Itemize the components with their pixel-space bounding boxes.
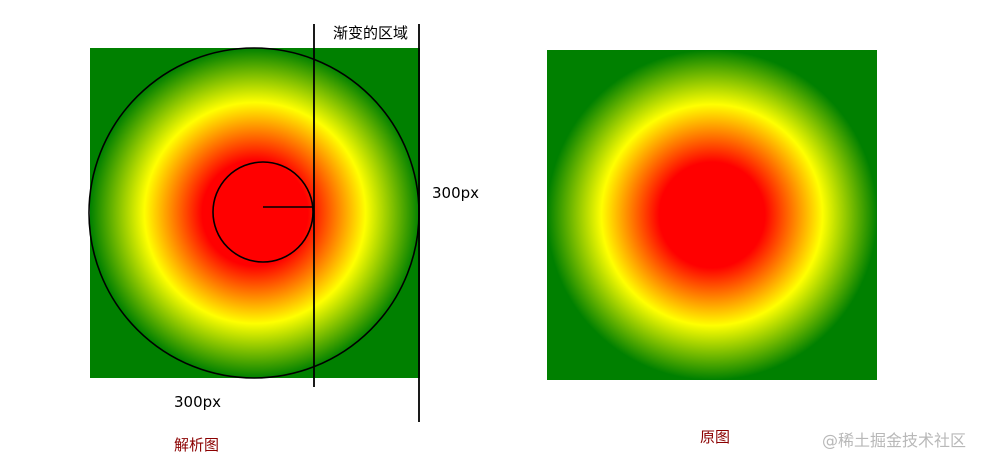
analysis-gradient-square [90,48,420,378]
height-dimension-label: 300px [432,184,480,202]
gradient-region-label: 渐变的区域 [333,24,409,42]
original-caption: 原图 [700,428,731,446]
original-gradient-square [547,50,877,380]
watermark: @稀土掘金技术社区 [822,431,967,450]
width-dimension-label: 300px [174,393,222,411]
analysis-caption: 解析图 [174,436,220,454]
